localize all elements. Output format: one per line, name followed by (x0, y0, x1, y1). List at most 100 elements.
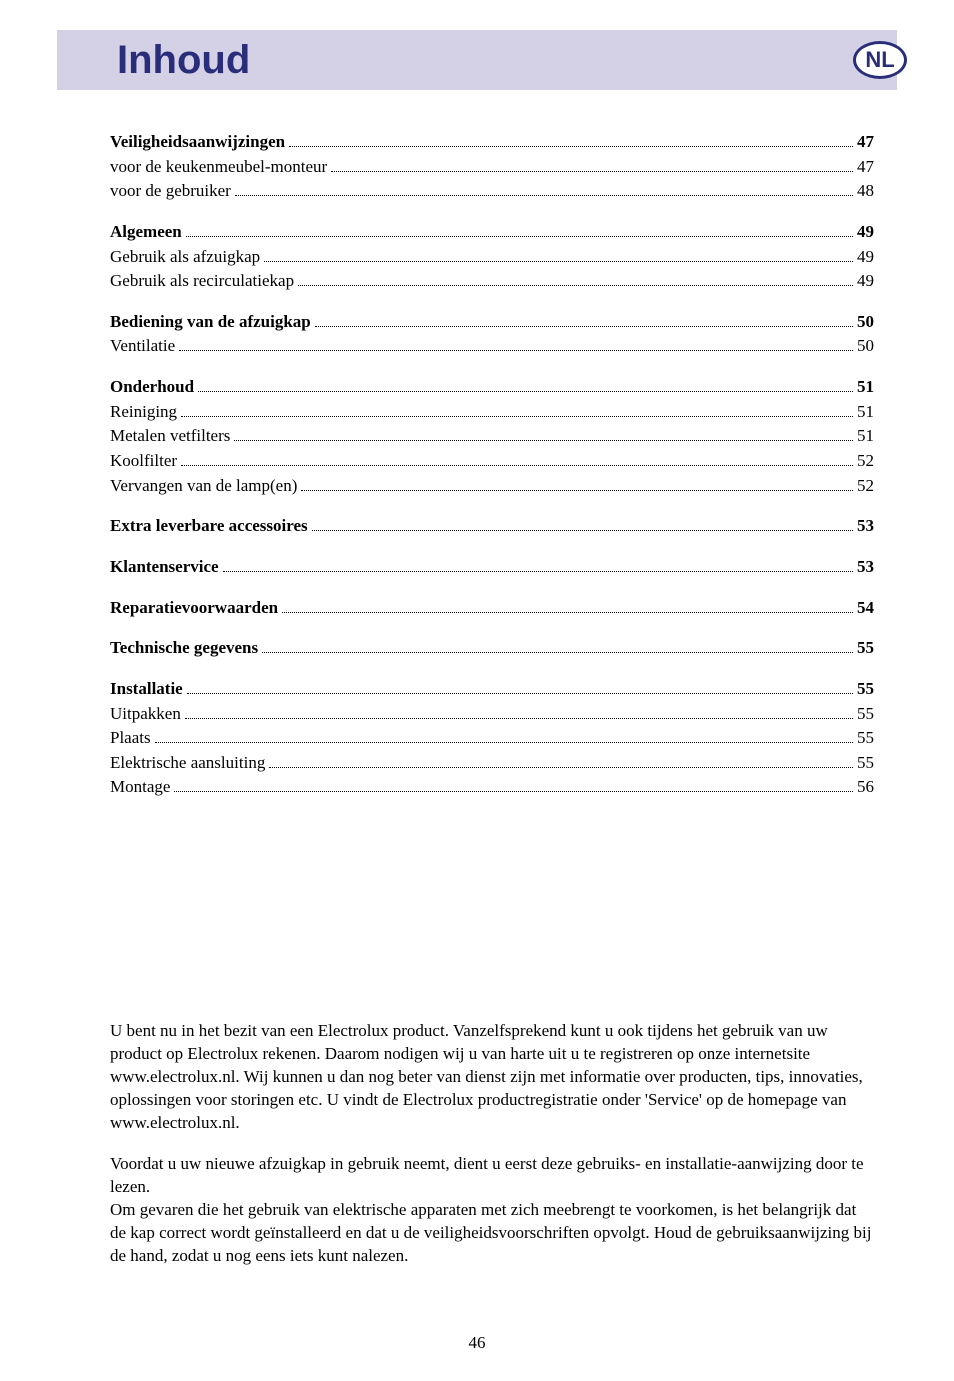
toc-item-page: 48 (857, 179, 874, 204)
toc-leader (269, 767, 853, 768)
toc-leader (223, 571, 853, 572)
toc-item-row: Vervangen van de lamp(en) 52 (110, 474, 874, 499)
toc-heading-page: 47 (857, 130, 874, 155)
toc-heading-label: Technische gegevens (110, 636, 258, 661)
toc-heading-label: Reparatievoorwaarden (110, 596, 278, 621)
toc-item-label: Elektrische aansluiting (110, 751, 265, 776)
toc-section: Onderhoud 51Reiniging 51Metalen vetfilte… (110, 375, 874, 498)
toc-section: Reparatievoorwaarden 54 (110, 596, 874, 621)
toc-leader (331, 171, 853, 172)
toc-leader (174, 791, 853, 792)
toc-heading-row: Algemeen 49 (110, 220, 874, 245)
toc-item-label: voor de keukenmeubel-monteur (110, 155, 327, 180)
toc-leader (185, 718, 853, 719)
toc-item-label: voor de gebruiker (110, 179, 231, 204)
toc-leader (181, 416, 853, 417)
toc-item-label: Montage (110, 775, 170, 800)
toc-section: Bediening van de afzuigkap 50Ventilatie … (110, 310, 874, 359)
intro-paragraph-2: Voordat u uw nieuwe afzuigkap in gebruik… (110, 1153, 874, 1268)
toc-heading-page: 53 (857, 555, 874, 580)
toc-section: Klantenservice 53 (110, 555, 874, 580)
toc-heading-page: 54 (857, 596, 874, 621)
toc-heading-row: Onderhoud 51 (110, 375, 874, 400)
toc-leader (312, 530, 853, 531)
toc-leader (282, 612, 853, 613)
language-badge-text: NL (865, 47, 894, 73)
toc-item-row: voor de keukenmeubel-monteur 47 (110, 155, 874, 180)
toc-item-row: Gebruik als afzuigkap 49 (110, 245, 874, 270)
toc-leader (198, 391, 853, 392)
toc-heading-label: Veiligheidsaanwijzingen (110, 130, 285, 155)
toc-heading-label: Installatie (110, 677, 183, 702)
toc-section: Technische gegevens 55 (110, 636, 874, 661)
toc-item-label: Uitpakken (110, 702, 181, 727)
toc-heading-page: 50 (857, 310, 874, 335)
toc-item-page: 55 (857, 726, 874, 751)
toc-leader (181, 465, 853, 466)
toc-item-label: Vervangen van de lamp(en) (110, 474, 297, 499)
page-title: Inhoud (117, 38, 250, 83)
toc-item-label: Plaats (110, 726, 151, 751)
toc-heading-page: 55 (857, 677, 874, 702)
toc-heading-row: Bediening van de afzuigkap 50 (110, 310, 874, 335)
toc-item-label: Gebruik als recirculatiekap (110, 269, 294, 294)
toc-item-row: Plaats 55 (110, 726, 874, 751)
toc-heading-row: Klantenservice 53 (110, 555, 874, 580)
toc-leader (235, 195, 853, 196)
toc-leader (155, 742, 853, 743)
toc-item-page: 55 (857, 702, 874, 727)
toc-item-label: Koolfilter (110, 449, 177, 474)
toc-leader (262, 652, 853, 653)
toc-leader (187, 693, 853, 694)
page-number: 46 (0, 1333, 954, 1353)
toc-heading-label: Algemeen (110, 220, 182, 245)
toc-heading-row: Veiligheidsaanwijzingen 47 (110, 130, 874, 155)
toc-leader (315, 326, 853, 327)
toc-item-page: 51 (857, 424, 874, 449)
intro-paragraph-1: U bent nu in het bezit van een Electrolu… (110, 1020, 874, 1135)
toc-heading-label: Extra leverbare accessoires (110, 514, 308, 539)
body-text: U bent nu in het bezit van een Electrolu… (110, 1020, 874, 1267)
toc-item-row: Montage 56 (110, 775, 874, 800)
toc-item-row: Koolfilter 52 (110, 449, 874, 474)
toc-item-label: Reiniging (110, 400, 177, 425)
toc-heading-row: Technische gegevens 55 (110, 636, 874, 661)
toc-item-row: Elektrische aansluiting 55 (110, 751, 874, 776)
toc-item-page: 51 (857, 400, 874, 425)
toc-item-label: Gebruik als afzuigkap (110, 245, 260, 270)
toc-item-row: Ventilatie 50 (110, 334, 874, 359)
toc-item-row: voor de gebruiker 48 (110, 179, 874, 204)
toc-heading-label: Onderhoud (110, 375, 194, 400)
toc-item-label: Ventilatie (110, 334, 175, 359)
toc-item-page: 52 (857, 449, 874, 474)
toc-heading-page: 53 (857, 514, 874, 539)
toc-item-row: Metalen vetfilters 51 (110, 424, 874, 449)
toc-item-row: Gebruik als recirculatiekap 49 (110, 269, 874, 294)
toc-heading-row: Extra leverbare accessoires 53 (110, 514, 874, 539)
language-badge: NL (853, 41, 907, 79)
toc-item-row: Reiniging 51 (110, 400, 874, 425)
toc-heading-row: Reparatievoorwaarden 54 (110, 596, 874, 621)
toc-item-page: 55 (857, 751, 874, 776)
toc-item-page: 56 (857, 775, 874, 800)
toc-leader (298, 285, 853, 286)
toc-item-page: 50 (857, 334, 874, 359)
toc-heading-label: Klantenservice (110, 555, 219, 580)
toc-leader (179, 350, 853, 351)
toc-leader (234, 440, 853, 441)
toc-leader (301, 490, 853, 491)
toc-leader (289, 146, 853, 147)
toc-item-page: 52 (857, 474, 874, 499)
toc-heading-page: 49 (857, 220, 874, 245)
toc-section: Algemeen 49Gebruik als afzuigkap 49Gebru… (110, 220, 874, 294)
toc-item-row: Uitpakken 55 (110, 702, 874, 727)
toc-heading-row: Installatie 55 (110, 677, 874, 702)
toc-heading-label: Bediening van de afzuigkap (110, 310, 311, 335)
toc-section: Extra leverbare accessoires 53 (110, 514, 874, 539)
toc-leader (186, 236, 853, 237)
toc-heading-page: 55 (857, 636, 874, 661)
toc-leader (264, 261, 853, 262)
toc-item-page: 49 (857, 245, 874, 270)
table-of-contents: Veiligheidsaanwijzingen 47voor de keuken… (110, 130, 874, 800)
toc-item-label: Metalen vetfilters (110, 424, 230, 449)
